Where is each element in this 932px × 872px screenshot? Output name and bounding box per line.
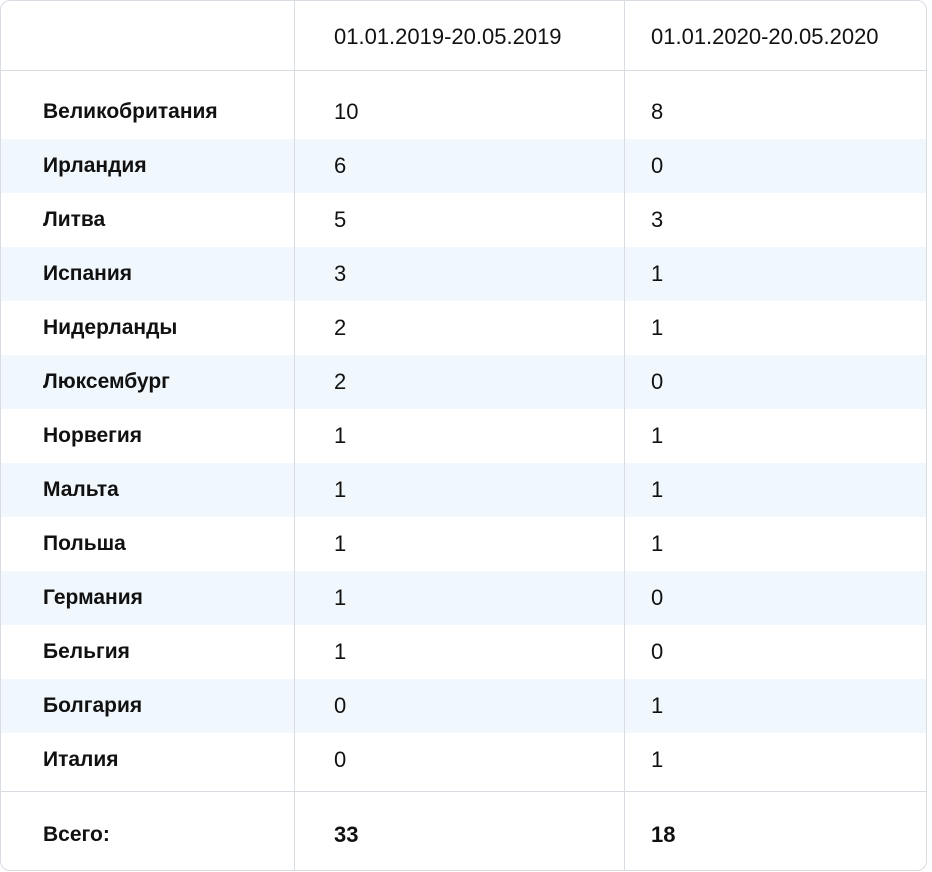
value-2020-cell: 8 <box>651 99 664 124</box>
country-cell: Испания <box>43 262 132 285</box>
table-row: Ирландия 6 0 <box>1 139 926 193</box>
table-row: Люксембург 2 0 <box>1 355 926 409</box>
country-cell: Ирландия <box>43 154 147 177</box>
value-2019-cell: 1 <box>334 477 347 502</box>
value-2019-cell: 1 <box>334 423 347 448</box>
table-row: Италия 0 1 <box>1 733 926 787</box>
value-2019-cell: 5 <box>334 207 347 232</box>
country-cell: Люксембург <box>43 370 170 393</box>
value-2019-cell: 0 <box>334 747 347 772</box>
country-cell: Германия <box>43 586 143 609</box>
table-row: Норвегия 1 1 <box>1 409 926 463</box>
value-2020-cell: 1 <box>651 423 664 448</box>
column-divider <box>294 1 295 870</box>
table-row: Бельгия 1 0 <box>1 625 926 679</box>
table-row: Мальта 1 1 <box>1 463 926 517</box>
country-cell: Италия <box>43 748 119 771</box>
column-divider <box>624 1 625 870</box>
table-row: Литва 5 3 <box>1 193 926 247</box>
value-2019-cell: 3 <box>334 261 347 286</box>
value-2019-cell: 6 <box>334 153 347 178</box>
country-cell: Норвегия <box>43 424 143 447</box>
country-cell: Мальта <box>43 478 119 501</box>
total-label: Всего: <box>43 823 110 846</box>
table-row: Болгария 0 1 <box>1 679 926 733</box>
value-2020-cell: 1 <box>651 261 664 286</box>
total-2020-value: 18 <box>651 822 676 847</box>
table-row: Нидерланды 2 1 <box>1 301 926 355</box>
value-2019-cell: 2 <box>334 369 347 394</box>
value-2019-cell: 0 <box>334 693 347 718</box>
country-cell: Болгария <box>43 694 143 717</box>
country-cell: Польша <box>43 532 126 555</box>
value-2019-cell: 2 <box>334 315 347 340</box>
value-2019-cell: 1 <box>334 639 347 664</box>
value-2020-cell: 1 <box>651 315 664 340</box>
table-row: Польша 1 1 <box>1 517 926 571</box>
value-2020-cell: 0 <box>651 585 664 610</box>
value-2019-cell: 1 <box>334 531 347 556</box>
value-2020-cell: 1 <box>651 531 664 556</box>
table-body: Великобритания 10 8 Ирландия 6 0 Литва 5… <box>1 85 926 787</box>
table-row: Великобритания 10 8 <box>1 85 926 139</box>
value-2019-cell: 10 <box>334 99 359 124</box>
total-2019-value: 33 <box>334 822 359 847</box>
value-2020-cell: 3 <box>651 207 664 232</box>
value-2020-cell: 1 <box>651 693 664 718</box>
value-2020-cell: 1 <box>651 747 664 772</box>
header-cell-period-2019: 01.01.2019-20.05.2019 <box>334 24 562 49</box>
value-2020-cell: 0 <box>651 369 664 394</box>
header-cell-period-2020: 01.01.2020-20.05.2020 <box>651 24 879 49</box>
country-cell: Литва <box>43 208 106 231</box>
table-row: Испания 3 1 <box>1 247 926 301</box>
country-cell: Великобритания <box>43 100 218 123</box>
country-cell: Нидерланды <box>43 316 178 339</box>
value-2019-cell: 1 <box>334 585 347 610</box>
table-total-row: Всего: 33 18 <box>1 791 926 870</box>
table-row: Германия 1 0 <box>1 571 926 625</box>
table-header-row: 01.01.2019-20.05.2019 01.01.2020-20.05.2… <box>1 1 926 71</box>
value-2020-cell: 0 <box>651 639 664 664</box>
value-2020-cell: 0 <box>651 153 664 178</box>
country-cell: Бельгия <box>43 640 130 663</box>
value-2020-cell: 1 <box>651 477 664 502</box>
